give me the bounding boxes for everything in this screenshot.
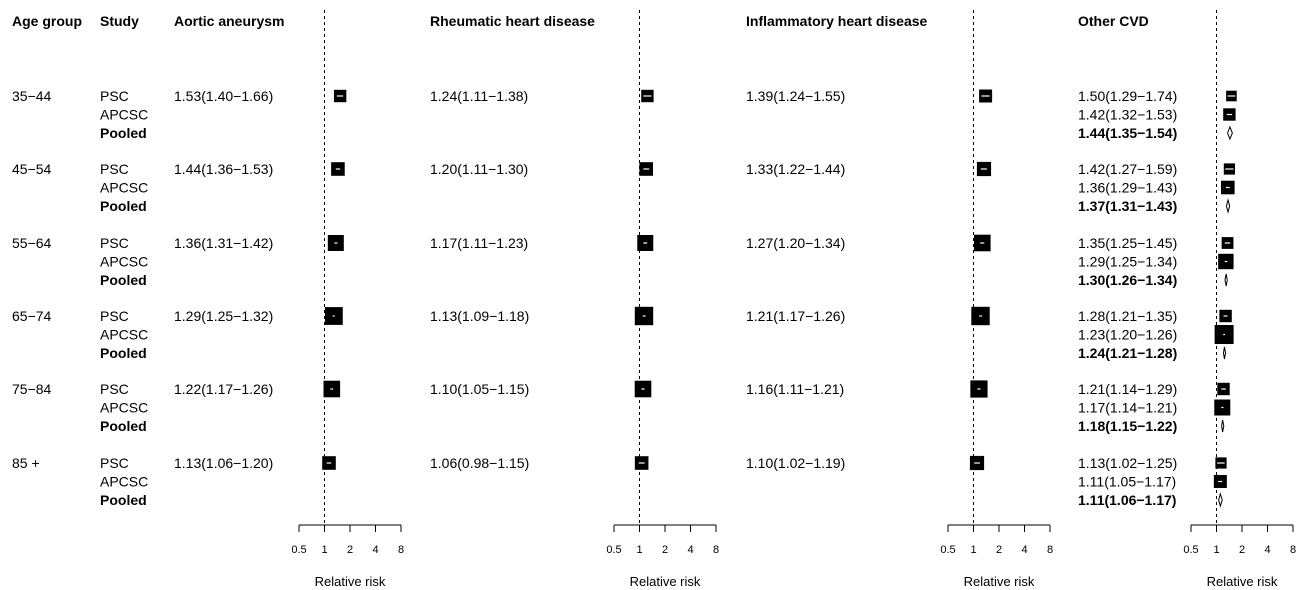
pooled-estimate-label: 1.37(1.31−1.43) [1078, 198, 1177, 214]
study-label: PSC [100, 308, 129, 324]
x-tick-label: 4 [1264, 544, 1270, 556]
x-tick-label: 2 [662, 544, 668, 556]
study-label: APCSC [100, 400, 148, 416]
estimate-label: 1.06(0.98−1.15) [430, 455, 529, 471]
estimate-label: 1.16(1.11−1.21) [746, 381, 844, 397]
estimate-label: 1.10(1.02−1.19) [746, 455, 845, 471]
pooled-estimate-label: 1.18(1.15−1.22) [1078, 418, 1177, 434]
x-tick-label: 1 [970, 544, 976, 556]
study-label: APCSC [100, 180, 148, 196]
estimate-label: 1.27(1.20−1.34) [746, 235, 845, 251]
x-tick-label: 4 [687, 544, 693, 556]
estimate-label: 1.13(1.09−1.18) [430, 308, 529, 324]
x-axis-label: Relative risk [630, 574, 701, 589]
study-label: PSC [100, 381, 129, 397]
age-group-label: 35−44 [12, 88, 52, 104]
study-label: APCSC [100, 327, 148, 343]
study-label: APCSC [100, 474, 148, 490]
estimate-label: 1.17(1.11−1.23) [430, 235, 528, 251]
estimate-label: 1.36(1.29−1.43) [1078, 180, 1177, 196]
pooled-estimate-label: 1.44(1.35−1.54) [1078, 125, 1177, 141]
x-axis-label: Relative risk [1207, 574, 1278, 589]
panel-title: Rheumatic heart disease [430, 13, 595, 29]
pooled-label: Pooled [100, 272, 147, 288]
study-label: PSC [100, 235, 129, 251]
pooled-label: Pooled [100, 418, 147, 434]
x-tick-label: 1 [321, 544, 327, 556]
x-tick-label: 0.5 [940, 544, 955, 556]
x-tick-label: 0.5 [291, 544, 306, 556]
x-tick-label: 8 [713, 544, 719, 556]
x-tick-label: 4 [372, 544, 378, 556]
x-tick-label: 8 [1047, 544, 1053, 556]
estimate-label: 1.50(1.29−1.74) [1078, 88, 1177, 104]
pooled-diamond [1221, 419, 1225, 433]
x-tick-label: 1 [636, 544, 642, 556]
estimate-label: 1.44(1.36−1.53) [174, 161, 273, 177]
x-tick-label: 8 [398, 544, 404, 556]
estimate-label: 1.29(1.25−1.34) [1078, 254, 1177, 270]
pooled-diamond [1225, 198, 1231, 214]
age-group-label: 85 + [12, 455, 40, 471]
panel-title: Aortic aneurysm [174, 13, 284, 29]
age-group-label: 55−64 [12, 235, 52, 251]
estimate-label: 1.24(1.11−1.38) [430, 88, 528, 104]
estimate-label: 1.29(1.25−1.32) [174, 308, 273, 324]
pooled-diamond [1218, 492, 1223, 508]
estimate-label: 1.42(1.27−1.59) [1078, 161, 1177, 177]
estimate-label: 1.39(1.24−1.55) [746, 88, 845, 104]
estimate-label: 1.28(1.21−1.35) [1078, 308, 1177, 324]
pooled-diamond [1227, 125, 1233, 141]
estimate-label: 1.36(1.31−1.42) [174, 235, 273, 251]
age-group-label: 65−74 [12, 308, 52, 324]
study-label: APCSC [100, 107, 148, 123]
x-tick-label: 2 [1239, 544, 1245, 556]
pooled-diamond [1223, 346, 1227, 360]
study-label: PSC [100, 455, 129, 471]
x-tick-label: 0.5 [1183, 544, 1198, 556]
x-tick-label: 0.5 [606, 544, 621, 556]
estimate-label: 1.10(1.05−1.15) [430, 381, 529, 397]
estimate-label: 1.21(1.17−1.26) [746, 308, 845, 324]
age-group-label: 75−84 [12, 381, 52, 397]
x-tick-label: 8 [1290, 544, 1296, 556]
x-tick-label: 4 [1021, 544, 1027, 556]
estimate-label: 1.23(1.20−1.26) [1078, 327, 1177, 343]
estimate-label: 1.11(1.05−1.17) [1078, 474, 1176, 490]
age-group-header: Age group [12, 13, 82, 29]
pooled-diamond [1224, 273, 1228, 287]
pooled-label: Pooled [100, 492, 147, 508]
pooled-label: Pooled [100, 345, 147, 361]
estimate-label: 1.42(1.32−1.53) [1078, 107, 1177, 123]
x-tick-label: 2 [347, 544, 353, 556]
estimate-label: 1.35(1.25−1.45) [1078, 235, 1177, 251]
panel-title: Inflammatory heart disease [746, 13, 928, 29]
panel-title: Other CVD [1078, 13, 1149, 29]
pooled-estimate-label: 1.30(1.26−1.34) [1078, 272, 1177, 288]
study-label: PSC [100, 161, 129, 177]
x-axis-label: Relative risk [315, 574, 386, 589]
study-header: Study [100, 13, 139, 29]
study-label: PSC [100, 88, 129, 104]
estimate-label: 1.13(1.02−1.25) [1078, 455, 1177, 471]
pooled-estimate-label: 1.11(1.06−1.17) [1078, 492, 1176, 508]
estimate-label: 1.53(1.40−1.66) [174, 88, 273, 104]
pooled-label: Pooled [100, 198, 147, 214]
estimate-label: 1.13(1.06−1.20) [174, 455, 273, 471]
estimate-label: 1.20(1.11−1.30) [430, 161, 528, 177]
x-tick-label: 2 [996, 544, 1002, 556]
estimate-label: 1.33(1.22−1.44) [746, 161, 845, 177]
x-axis-label: Relative risk [964, 574, 1035, 589]
estimate-label: 1.22(1.17−1.26) [174, 381, 273, 397]
x-tick-label: 1 [1213, 544, 1219, 556]
study-label: APCSC [100, 254, 148, 270]
pooled-estimate-label: 1.24(1.21−1.28) [1078, 345, 1177, 361]
age-group-label: 45−54 [12, 161, 52, 177]
estimate-label: 1.21(1.14−1.29) [1078, 381, 1177, 397]
estimate-label: 1.17(1.14−1.21) [1078, 400, 1177, 416]
pooled-label: Pooled [100, 125, 147, 141]
